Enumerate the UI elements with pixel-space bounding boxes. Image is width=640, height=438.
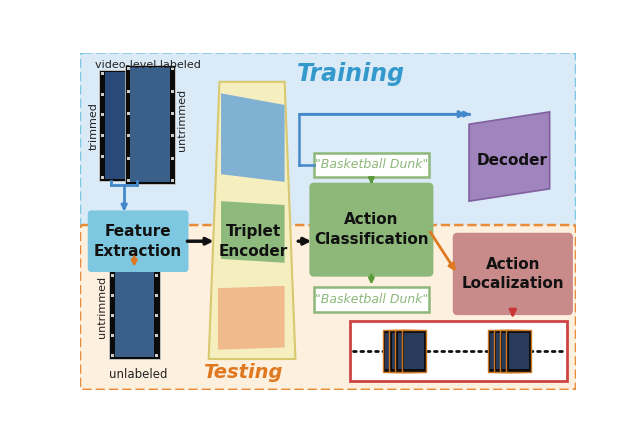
Bar: [383, 330, 408, 372]
Bar: [99, 70, 147, 181]
Bar: [101, 72, 104, 75]
Bar: [155, 274, 158, 277]
FancyBboxPatch shape: [88, 210, 189, 272]
Bar: [155, 314, 158, 317]
Bar: [109, 251, 160, 359]
Polygon shape: [221, 201, 285, 263]
Text: "Basketball Dunk": "Basketball Dunk": [315, 293, 428, 306]
Bar: [101, 92, 104, 95]
Bar: [111, 254, 114, 257]
Bar: [171, 134, 174, 137]
Bar: [171, 179, 174, 182]
Bar: [494, 330, 518, 372]
Text: trimmed: trimmed: [89, 102, 99, 150]
Bar: [127, 112, 129, 115]
Bar: [500, 330, 525, 372]
FancyBboxPatch shape: [452, 233, 573, 315]
Bar: [171, 112, 174, 115]
Bar: [392, 333, 412, 369]
Bar: [506, 330, 531, 372]
Bar: [143, 72, 146, 75]
Bar: [101, 176, 104, 179]
FancyBboxPatch shape: [80, 225, 576, 390]
Bar: [404, 333, 424, 369]
Bar: [397, 333, 418, 369]
Bar: [396, 330, 420, 372]
Bar: [490, 333, 510, 369]
Bar: [488, 330, 513, 372]
Text: Training: Training: [297, 62, 405, 86]
Bar: [115, 254, 154, 357]
Text: Action
Localization: Action Localization: [461, 257, 564, 291]
Text: "Basketball Dunk": "Basketball Dunk": [315, 159, 428, 172]
Polygon shape: [469, 112, 550, 201]
Bar: [155, 334, 158, 337]
Polygon shape: [209, 82, 296, 359]
Bar: [143, 176, 146, 179]
Bar: [111, 293, 114, 297]
Bar: [509, 333, 529, 369]
FancyBboxPatch shape: [309, 183, 433, 277]
Text: unlabeled: unlabeled: [109, 368, 168, 381]
Bar: [155, 353, 158, 357]
Bar: [131, 67, 170, 182]
Polygon shape: [221, 93, 285, 182]
Bar: [314, 153, 429, 177]
Bar: [101, 155, 104, 158]
Text: Testing: Testing: [203, 363, 282, 381]
Bar: [105, 72, 142, 179]
Bar: [143, 155, 146, 158]
Bar: [143, 113, 146, 117]
Bar: [127, 67, 129, 70]
Bar: [502, 333, 522, 369]
Bar: [127, 156, 129, 159]
FancyBboxPatch shape: [80, 53, 576, 244]
Bar: [101, 113, 104, 117]
Text: Triplet
Encoder: Triplet Encoder: [219, 224, 288, 258]
Bar: [127, 179, 129, 182]
Bar: [143, 92, 146, 95]
Text: untrimmed: untrimmed: [97, 276, 107, 338]
Bar: [385, 333, 406, 369]
Bar: [127, 89, 129, 92]
Bar: [314, 287, 429, 312]
Text: video-level labeled: video-level labeled: [95, 60, 201, 70]
Bar: [171, 67, 174, 70]
Bar: [111, 314, 114, 317]
Bar: [171, 89, 174, 92]
Bar: [143, 134, 146, 137]
Bar: [155, 293, 158, 297]
Bar: [127, 134, 129, 137]
Bar: [111, 334, 114, 337]
Text: Feature
Extraction: Feature Extraction: [94, 224, 182, 258]
Bar: [389, 330, 414, 372]
Bar: [496, 333, 516, 369]
Text: Action
Classification: Action Classification: [314, 212, 429, 247]
Text: untrimmed: untrimmed: [177, 89, 188, 152]
Bar: [101, 134, 104, 137]
Bar: [125, 65, 175, 184]
Bar: [349, 321, 566, 381]
Bar: [155, 254, 158, 257]
Bar: [171, 156, 174, 159]
Bar: [402, 330, 426, 372]
Text: Decoder: Decoder: [476, 153, 547, 168]
Polygon shape: [218, 286, 285, 350]
Bar: [111, 353, 114, 357]
Bar: [111, 274, 114, 277]
